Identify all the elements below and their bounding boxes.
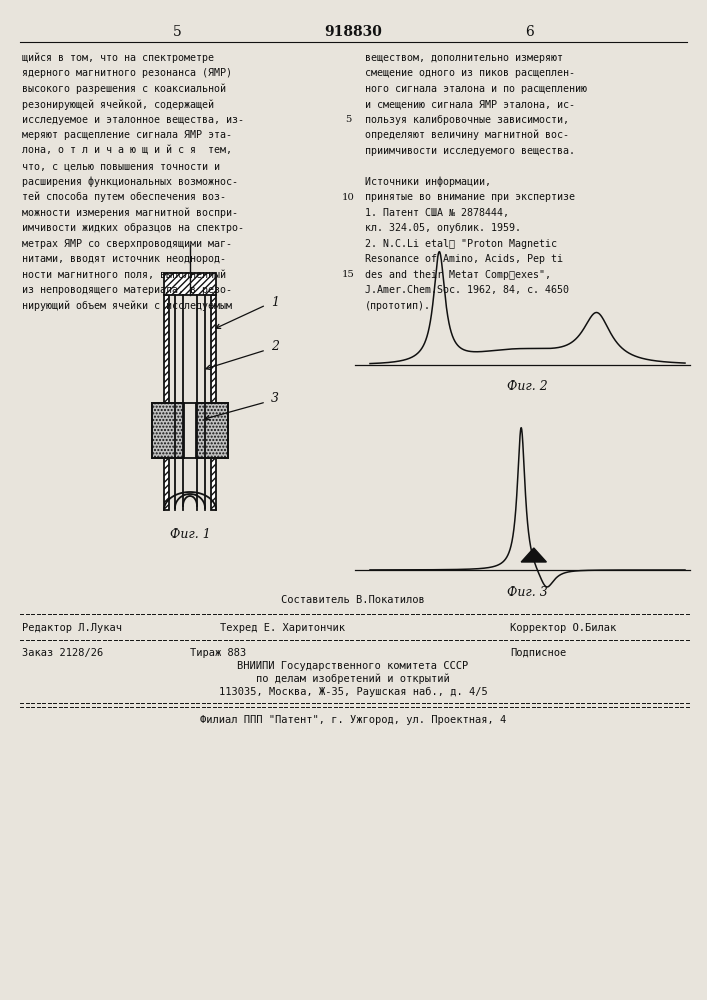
Text: Фиг. 3: Фиг. 3 bbox=[507, 585, 548, 598]
Text: 1. Патент США № 2878444,: 1. Патент США № 2878444, bbox=[365, 208, 509, 218]
Text: пользуя калибровочные зависимости,: пользуя калибровочные зависимости, bbox=[365, 115, 569, 125]
Text: можности измерения магнитной воспри-: можности измерения магнитной воспри- bbox=[22, 208, 238, 218]
Text: 918830: 918830 bbox=[324, 25, 382, 39]
Text: имчивости жидких образцов на спектро-: имчивости жидких образцов на спектро- bbox=[22, 223, 244, 233]
Bar bbox=[196, 402, 228, 458]
Polygon shape bbox=[521, 548, 547, 562]
Bar bbox=[164, 273, 216, 295]
Text: смещение одного из пиков расщеплен-: смещение одного из пиков расщеплен- bbox=[365, 68, 575, 78]
Text: ного сигнала эталона и по расщеплению: ного сигнала эталона и по расщеплению bbox=[365, 84, 587, 94]
Text: ядерного магнитного резонанса (ЯМР): ядерного магнитного резонанса (ЯМР) bbox=[22, 68, 232, 78]
Bar bbox=[152, 402, 184, 458]
Text: высокого разрешения с коаксиальной: высокого разрешения с коаксиальной bbox=[22, 84, 226, 94]
Text: веществом, дополнительно измеряют: веществом, дополнительно измеряют bbox=[365, 53, 563, 63]
Text: J.Amer.Chem.Soc. 1962, 84, с. 4650: J.Amer.Chem.Soc. 1962, 84, с. 4650 bbox=[365, 285, 569, 295]
Text: расширения функциональных возможнос-: расширения функциональных возможнос- bbox=[22, 176, 238, 187]
Text: des and their Metaт Compℓexes",: des and their Metaт Compℓexes", bbox=[365, 270, 551, 280]
Text: 6: 6 bbox=[525, 25, 534, 39]
Text: щийся в том, что на спектрометре: щийся в том, что на спектрометре bbox=[22, 52, 214, 63]
Text: Филиал ППП "Патент", г. Ужгород, ул. Проектная, 4: Филиал ППП "Патент", г. Ужгород, ул. Про… bbox=[200, 715, 506, 725]
Text: нитами, вводят источник неоднород-: нитами, вводят источник неоднород- bbox=[22, 254, 226, 264]
Bar bbox=[164, 295, 169, 510]
Text: 2. N.C.Li etal⑨ "Proton Magnetic: 2. N.C.Li etal⑨ "Proton Magnetic bbox=[365, 239, 557, 249]
Text: 5: 5 bbox=[345, 115, 351, 124]
Text: тей способа путем обеспечения воз-: тей способа путем обеспечения воз- bbox=[22, 192, 226, 202]
Text: 1: 1 bbox=[271, 296, 279, 308]
Text: Resonance of Amino, Acids, Pep ti: Resonance of Amino, Acids, Pep ti bbox=[365, 254, 563, 264]
Text: приимчивости исследуемого вещества.: приимчивости исследуемого вещества. bbox=[365, 146, 575, 156]
Text: Редактор Л.Лукач: Редактор Л.Лукач bbox=[22, 623, 122, 633]
Text: кл. 324.05, опублик. 1959.: кл. 324.05, опублик. 1959. bbox=[365, 223, 521, 233]
Bar bbox=[152, 402, 228, 458]
Text: ности магнитного поля, выполненный: ности магнитного поля, выполненный bbox=[22, 270, 226, 280]
Text: Тираж 883: Тираж 883 bbox=[190, 648, 246, 658]
Text: резонирующей ячейкой, содержащей: резонирующей ячейкой, содержащей bbox=[22, 99, 214, 109]
Text: и смещению сигнала ЯМР эталона, ис-: и смещению сигнала ЯМР эталона, ис- bbox=[365, 99, 575, 109]
Text: 3: 3 bbox=[271, 392, 279, 406]
Text: по делам изобретений и открытий: по делам изобретений и открытий bbox=[256, 674, 450, 684]
Text: Фиг. 2: Фиг. 2 bbox=[507, 380, 548, 393]
Text: лона, о т л и ч а ю щ и й с я  тем,: лона, о т л и ч а ю щ и й с я тем, bbox=[22, 146, 232, 156]
Text: Заказ 2128/26: Заказ 2128/26 bbox=[22, 648, 103, 658]
Text: исследуемое и эталонное вещества, из-: исследуемое и эталонное вещества, из- bbox=[22, 115, 244, 125]
Text: ВНИИПИ Государственного комитета СССР: ВНИИПИ Государственного комитета СССР bbox=[238, 661, 469, 671]
Text: Подписное: Подписное bbox=[510, 648, 566, 658]
Text: 5: 5 bbox=[173, 25, 182, 39]
Text: Источники информации,: Источники информации, bbox=[365, 176, 491, 187]
Text: определяют величину магнитной вос-: определяют величину магнитной вос- bbox=[365, 130, 569, 140]
Text: (прототип).: (прототип). bbox=[365, 301, 431, 311]
Text: что, с целью повышения точности и: что, с целью повышения точности и bbox=[22, 161, 220, 171]
Text: 10: 10 bbox=[341, 193, 354, 202]
Text: принятые во внимание при экспертизе: принятые во внимание при экспертизе bbox=[365, 192, 575, 202]
Text: Корректор О.Билак: Корректор О.Билак bbox=[510, 623, 617, 633]
Text: меряют расщепление сигнала ЯМР эта-: меряют расщепление сигнала ЯМР эта- bbox=[22, 130, 232, 140]
Text: Составитель В.Покатилов: Составитель В.Покатилов bbox=[281, 595, 425, 605]
Text: Техред Е. Харитончик: Техред Е. Харитончик bbox=[220, 623, 345, 633]
Bar bbox=[211, 295, 216, 510]
Text: 15: 15 bbox=[341, 270, 354, 279]
Text: Фиг. 1: Фиг. 1 bbox=[170, 528, 211, 542]
Text: 2: 2 bbox=[271, 340, 279, 354]
Text: из непроводящего материала, в резо-: из непроводящего материала, в резо- bbox=[22, 285, 232, 295]
Text: нирующий объем ячейки с исследуемым: нирующий объем ячейки с исследуемым bbox=[22, 300, 232, 311]
Text: 113035, Москва, Ж-35, Раушская наб., д. 4/5: 113035, Москва, Ж-35, Раушская наб., д. … bbox=[218, 687, 487, 697]
Text: метрах ЯМР со сверхпроводящими маг-: метрах ЯМР со сверхпроводящими маг- bbox=[22, 239, 232, 249]
